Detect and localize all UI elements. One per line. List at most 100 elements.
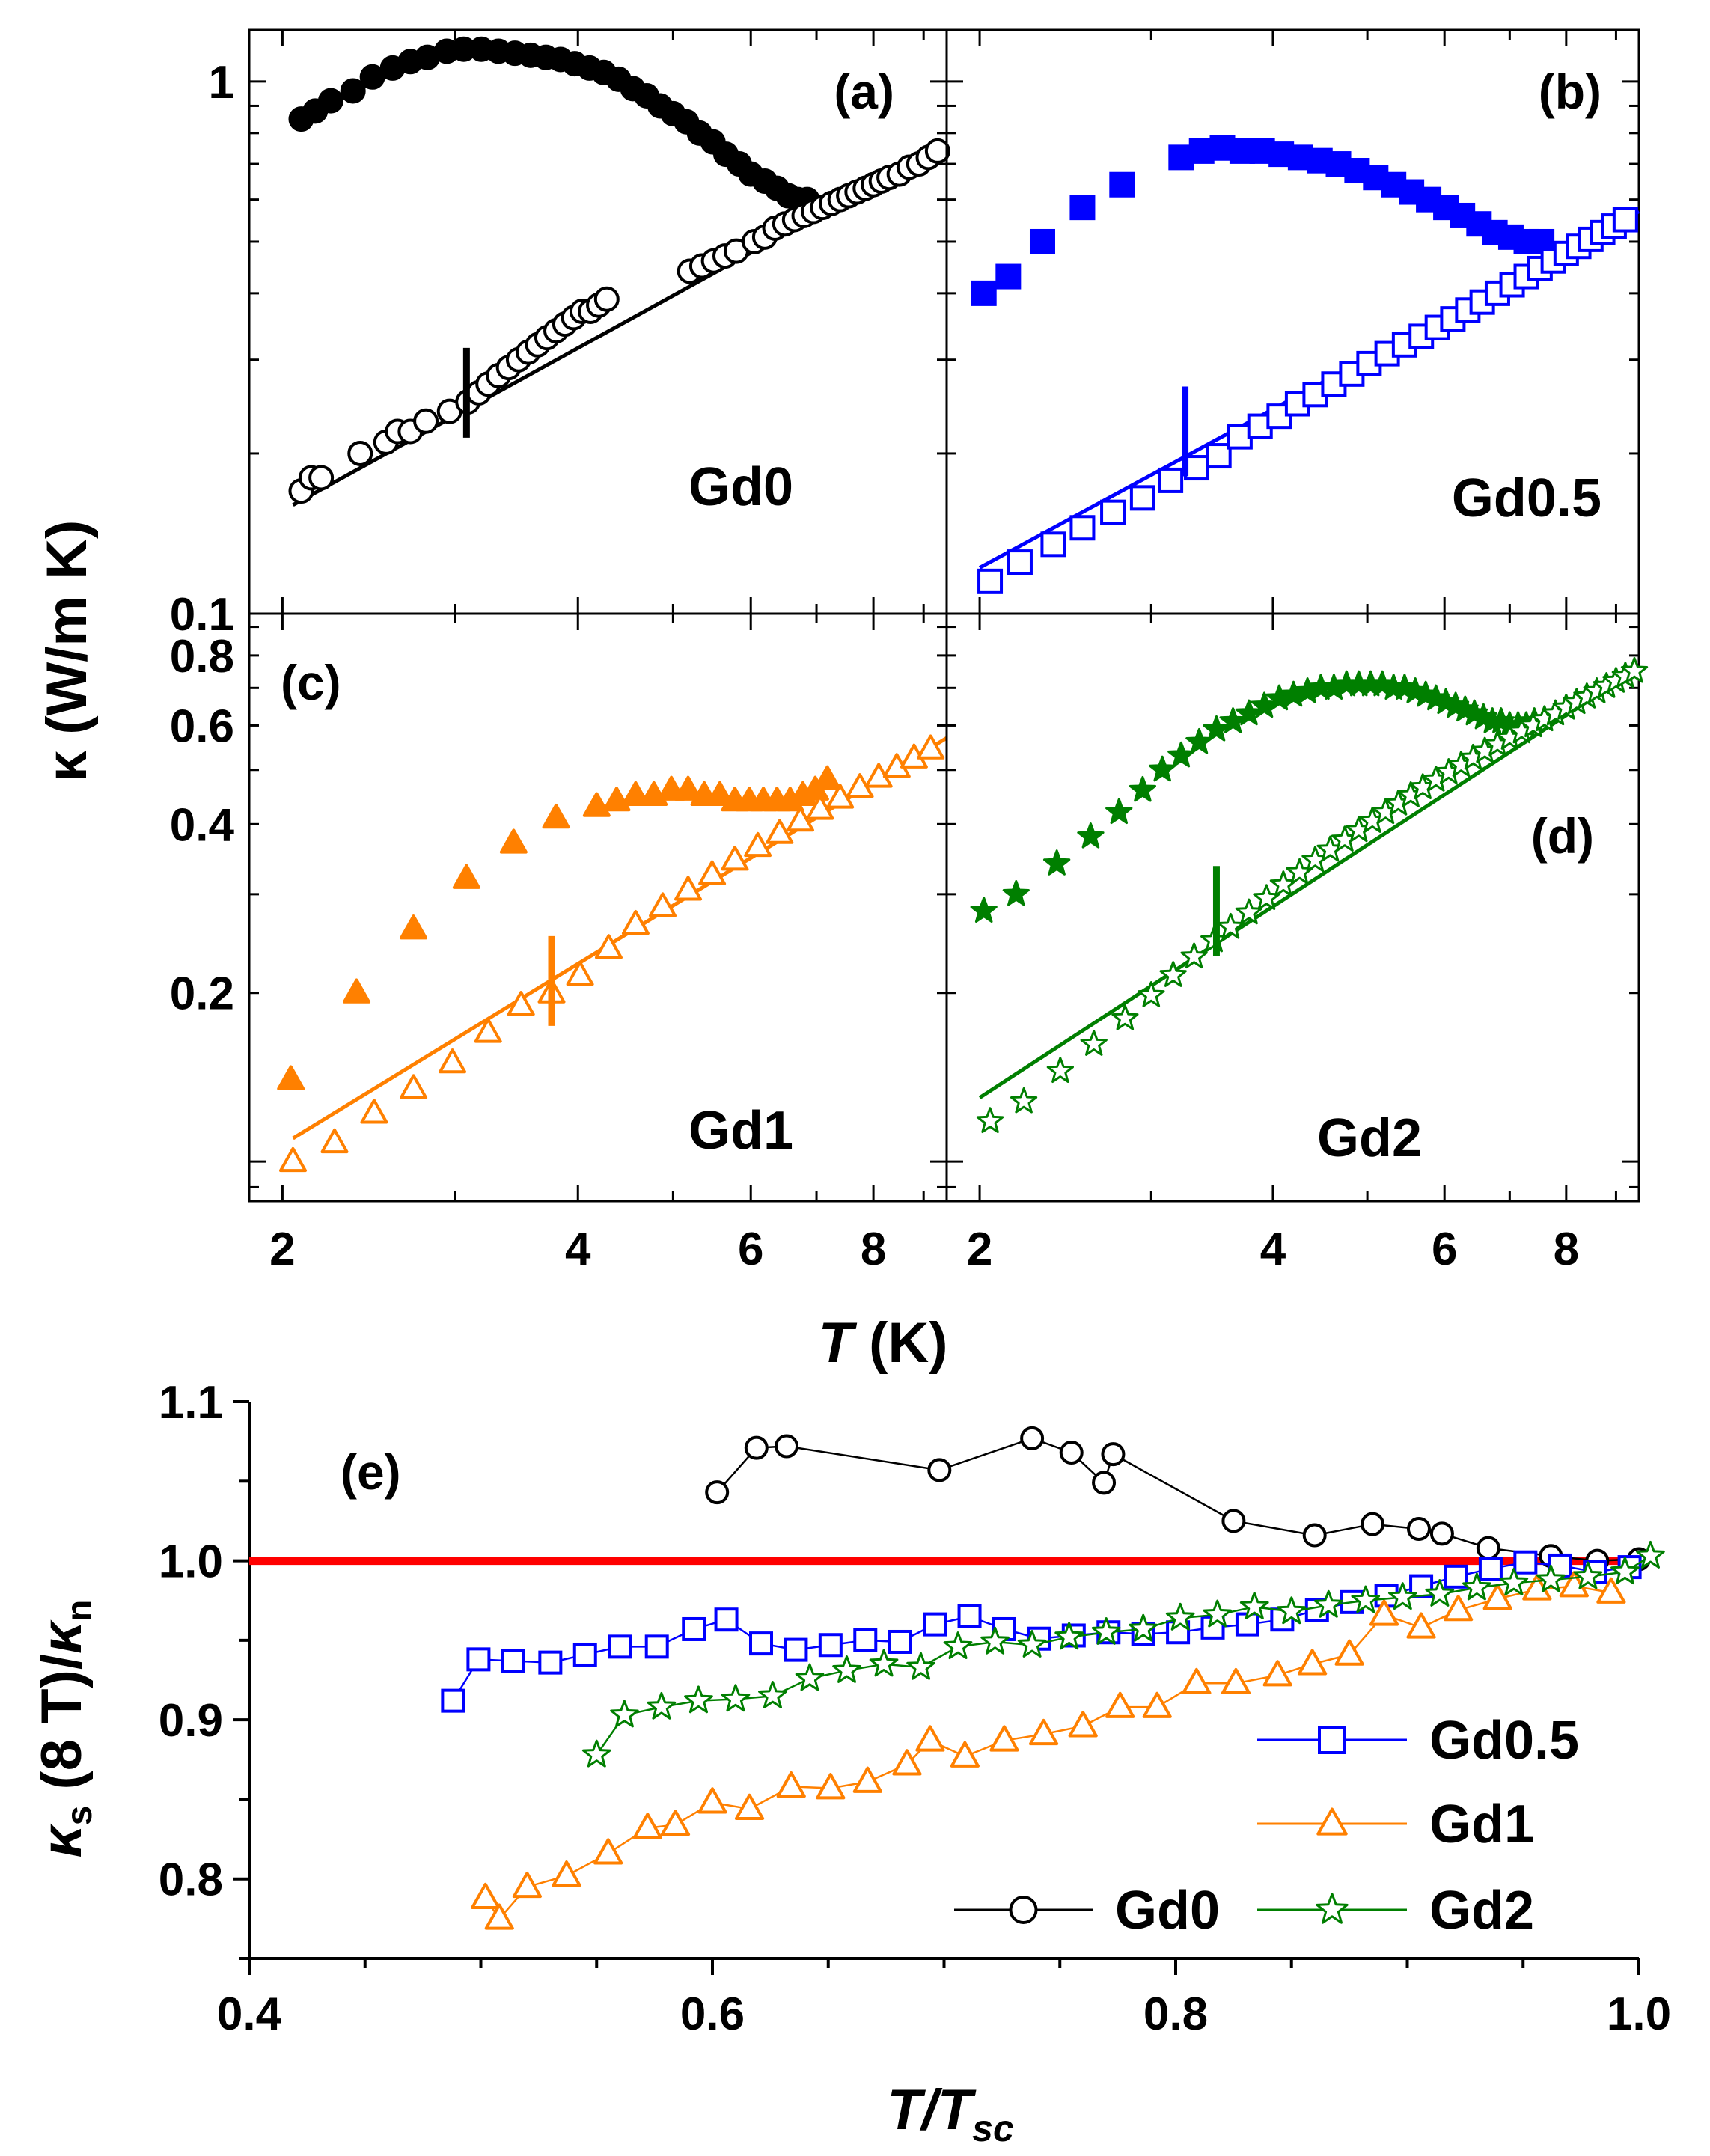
data-point — [1188, 138, 1215, 164]
data-point — [542, 804, 570, 829]
data-point — [813, 765, 842, 791]
data-point — [1043, 849, 1071, 876]
data-point — [347, 440, 373, 466]
data-point — [441, 1688, 465, 1713]
data-point — [1046, 1057, 1074, 1083]
data-point — [721, 1684, 751, 1712]
data-point — [1351, 1585, 1381, 1613]
panel-b: (b) Gd0.5 — [945, 28, 1640, 615]
data-point — [1059, 1441, 1084, 1465]
series-d-filled — [970, 670, 1548, 923]
data-point — [706, 781, 734, 807]
x-tick-label-c: 4 — [565, 1224, 591, 1275]
data-point — [1302, 1523, 1327, 1548]
e-y-tick-label: 0.9 — [159, 1695, 223, 1747]
data-point — [1425, 1579, 1455, 1607]
data-point — [1017, 1630, 1047, 1658]
x-tick-label-c: 2 — [269, 1224, 295, 1275]
legend-item-gd0: Gd0 — [954, 1881, 1220, 1940]
data-point — [1007, 549, 1033, 575]
e-y-tick-label: 1.1 — [159, 1377, 223, 1429]
data-point — [632, 1813, 662, 1839]
data-point — [317, 88, 343, 114]
data-point — [1203, 715, 1230, 742]
data-point — [1443, 1595, 1474, 1622]
data-point — [1184, 455, 1210, 481]
data-point — [1029, 228, 1055, 254]
data-point — [471, 1882, 501, 1910]
data-point — [927, 1458, 952, 1482]
data-point — [971, 280, 997, 306]
sample-label-a: Gd0 — [688, 457, 793, 517]
legend-label: Gd2 — [1429, 1881, 1534, 1940]
data-point — [1159, 961, 1187, 987]
data-point — [610, 1700, 639, 1728]
y-tick-label-c: 0.4 — [170, 799, 235, 851]
x-tick-label-c: 6 — [738, 1224, 763, 1275]
data-point — [1142, 1691, 1172, 1718]
data-point — [593, 286, 620, 312]
data-point — [989, 1725, 1019, 1752]
data-point — [1185, 727, 1213, 754]
data-point — [1167, 741, 1195, 768]
data-point — [1040, 531, 1066, 558]
data-point — [818, 1633, 843, 1658]
x-tick-label-d: 6 — [1432, 1224, 1457, 1275]
data-point — [647, 1691, 677, 1720]
data-point — [917, 734, 945, 760]
data-point — [1158, 467, 1184, 493]
data-point — [1612, 207, 1638, 233]
data-point — [1262, 1660, 1292, 1687]
data-point — [1361, 1512, 1385, 1536]
data-point — [1111, 1004, 1139, 1030]
data-point — [1277, 1596, 1307, 1625]
data-point — [943, 1631, 973, 1659]
data-point — [1573, 1561, 1603, 1589]
data-point — [1105, 1691, 1135, 1718]
e-x-tick-label: 0.4 — [217, 1988, 282, 2040]
data-point — [400, 914, 428, 940]
data-point — [684, 1685, 713, 1714]
data-point — [714, 1607, 739, 1632]
data-point — [1068, 1711, 1098, 1738]
data-point — [775, 1434, 799, 1459]
data-point — [1406, 1517, 1431, 1542]
legend-item-gd0-5: Gd0.5 — [1257, 1711, 1579, 1771]
data-point — [852, 1766, 882, 1793]
panel-a: 0.1 1 (a) Gd0 — [170, 28, 950, 641]
bottom-x-axis-title: T/Tsc — [887, 2078, 1014, 2149]
data-point — [1109, 171, 1135, 198]
data-point — [538, 1650, 563, 1675]
data-point — [484, 1903, 514, 1930]
data-point — [649, 892, 677, 917]
data-point — [892, 1749, 922, 1776]
data-point — [1482, 1584, 1512, 1610]
data-point — [950, 1741, 980, 1768]
data-point — [758, 1681, 787, 1708]
data-point — [1129, 485, 1155, 511]
data-point — [413, 408, 439, 434]
x-tick-label-d: 8 — [1554, 1224, 1579, 1275]
data-point — [674, 876, 703, 901]
data-point — [1129, 1613, 1158, 1642]
data-point — [1596, 1577, 1626, 1604]
data-point — [816, 1773, 846, 1800]
e-x-tick-label: 0.8 — [1143, 1988, 1208, 2040]
data-point — [1499, 1568, 1529, 1595]
data-point — [1101, 1442, 1126, 1467]
data-point — [795, 1663, 825, 1691]
top-y-axis-title: κ (W/m K) — [35, 520, 99, 783]
data-point — [340, 78, 366, 104]
data-point — [744, 831, 772, 858]
data-point — [1369, 1599, 1399, 1626]
data-point — [976, 1107, 1004, 1133]
e-y-tick-label: 1.0 — [159, 1536, 223, 1588]
data-point — [853, 1628, 878, 1652]
data-point — [581, 1739, 611, 1768]
data-point — [1149, 755, 1176, 782]
data-point — [278, 1146, 307, 1173]
data-point — [1636, 1540, 1665, 1569]
e-series-gd2 — [581, 1540, 1665, 1768]
data-point — [507, 991, 535, 1016]
